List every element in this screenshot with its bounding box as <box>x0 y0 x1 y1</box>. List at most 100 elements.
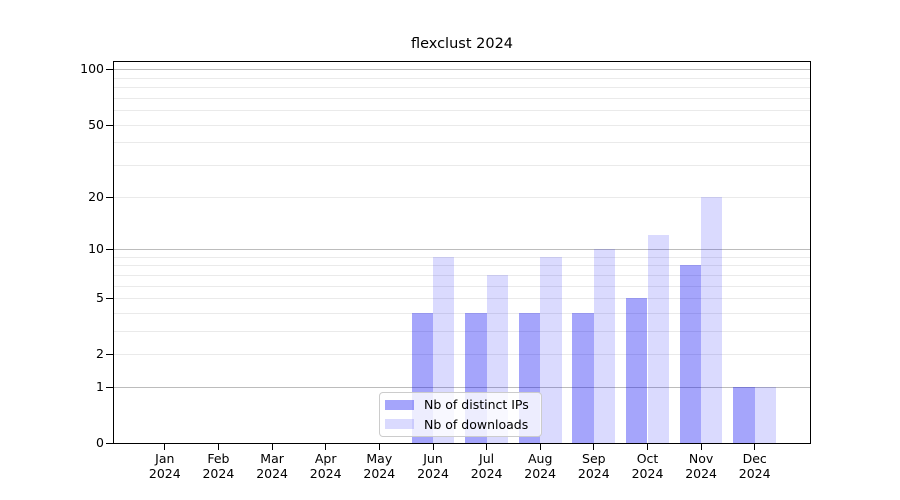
x-tick <box>164 444 166 450</box>
y-tick-label: 1 <box>96 378 104 394</box>
x-tick-month: Jul <box>479 451 495 466</box>
legend: Nb of distinct IPs Nb of downloads <box>379 392 542 437</box>
x-tick-month: Jun <box>423 451 443 466</box>
x-tick-label: Jul 2024 <box>457 451 517 481</box>
bar-aug-downloads <box>540 256 562 443</box>
gridline-minor <box>114 165 810 166</box>
x-tick-year: 2024 <box>577 466 610 481</box>
x-tick-label: May 2024 <box>349 451 409 481</box>
y-tick <box>106 124 113 126</box>
x-tick-year: 2024 <box>524 466 557 481</box>
gridline-major <box>114 386 810 388</box>
x-tick-month: Jan <box>155 451 175 466</box>
x-tick-month: Oct <box>636 451 659 466</box>
x-tick-year: 2024 <box>148 466 181 481</box>
y-tick-label: 100 <box>80 61 104 77</box>
legend-label-downloads: Nb of downloads <box>424 416 529 432</box>
y-tick <box>106 386 113 388</box>
x-tick-year: 2024 <box>417 466 449 481</box>
y-tick <box>106 69 113 71</box>
y-tick-label: 10 <box>88 240 104 256</box>
x-tick-month: Feb <box>207 451 230 466</box>
x-tick-label: Jun 2024 <box>403 451 463 481</box>
x-tick-year: 2024 <box>309 466 342 481</box>
gridline-minor <box>114 265 810 267</box>
y-tick <box>106 298 113 299</box>
x-tick-label: Nov 2024 <box>671 451 731 481</box>
gridline-minor <box>114 87 810 89</box>
gridline-minor <box>114 330 810 332</box>
gridline-minor <box>114 285 810 287</box>
x-tick-year: 2024 <box>631 466 664 481</box>
y-tick-label: 0 <box>96 435 104 450</box>
x-tick-label: Dec 2024 <box>725 451 785 481</box>
y-tick-label: 5 <box>96 290 104 305</box>
x-tick <box>754 444 756 450</box>
x-tick-label: Jan 2024 <box>135 451 195 481</box>
x-tick-label: Aug 2024 <box>510 451 570 481</box>
chart-title: flexclust 2024 <box>410 36 514 52</box>
gridline-minor <box>114 256 810 258</box>
bar-nov-distinct-ips <box>679 265 702 443</box>
x-tick <box>432 444 434 450</box>
legend-swatch-downloads <box>385 419 414 430</box>
y-tick <box>106 248 113 250</box>
y-tick-label: 20 <box>88 188 104 204</box>
x-tick-year: 2024 <box>470 466 503 481</box>
x-tick-label: Apr 2024 <box>296 451 356 481</box>
bar-dec-distinct-ips <box>733 386 755 443</box>
x-tick <box>217 444 219 450</box>
y-tick-label: 50 <box>88 116 104 132</box>
y-tick <box>106 196 113 198</box>
legend-label-distinct-ips: Nb of distinct IPs <box>424 397 529 413</box>
gridline-minor <box>114 354 810 356</box>
x-tick-year: 2024 <box>738 466 771 481</box>
gridline-minor <box>114 298 810 299</box>
x-tick-month: Dec <box>742 451 767 466</box>
bar-sep-downloads <box>593 248 616 443</box>
x-tick-label: Sep 2024 <box>564 451 624 481</box>
x-tick-month: May <box>366 451 393 466</box>
x-tick-label: Mar 2024 <box>242 451 302 481</box>
gridline-major <box>114 248 810 250</box>
bar-nov-downloads <box>701 196 723 443</box>
legend-entry-distinct-ips: Nb of distinct IPs <box>385 396 535 414</box>
x-tick <box>593 444 595 450</box>
x-tick-month: Apr <box>314 451 337 466</box>
legend-swatch-distinct-ips <box>385 399 414 410</box>
x-tick <box>271 444 273 450</box>
y-tick-label: 2 <box>96 346 104 362</box>
gridline-minor <box>114 312 810 314</box>
x-tick <box>539 444 541 450</box>
x-tick-month: Sep <box>582 451 606 466</box>
x-tick <box>647 444 648 450</box>
gridline-minor <box>114 77 810 79</box>
gridline-minor <box>114 124 810 126</box>
gridline-minor <box>114 110 810 112</box>
x-tick <box>700 444 702 450</box>
gridline-minor <box>114 274 810 276</box>
x-tick <box>378 444 380 450</box>
y-tick <box>106 354 113 356</box>
x-tick-year: 2024 <box>363 466 396 481</box>
plot-area <box>113 61 811 444</box>
x-tick <box>486 444 488 450</box>
x-tick-label: Feb 2024 <box>188 451 248 481</box>
bar-dec-downloads <box>754 386 777 443</box>
bar-oct-distinct-ips <box>626 298 648 443</box>
x-tick-year: 2024 <box>685 466 717 481</box>
x-tick <box>325 444 327 450</box>
gridline-minor <box>114 97 810 99</box>
x-tick-month: Mar <box>260 451 284 466</box>
x-tick-year: 2024 <box>256 466 288 481</box>
gridline-minor <box>114 196 810 198</box>
bar-oct-downloads <box>647 235 669 443</box>
x-tick-year: 2024 <box>202 466 235 481</box>
gridline-minor <box>114 142 810 144</box>
x-tick-month: Aug <box>527 451 553 466</box>
gridline-major <box>114 69 810 71</box>
bar-sep-distinct-ips <box>572 312 594 443</box>
x-tick-label: Oct 2024 <box>618 451 678 481</box>
y-tick <box>106 443 113 444</box>
